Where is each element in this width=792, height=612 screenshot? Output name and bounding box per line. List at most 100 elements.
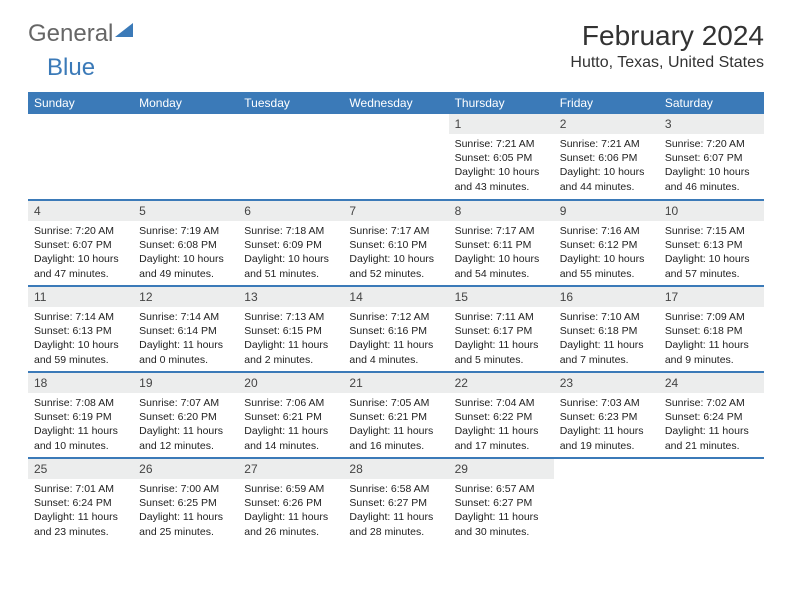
- day-content: Sunrise: 7:20 AMSunset: 6:07 PMDaylight:…: [659, 134, 764, 197]
- dow-header: Wednesday: [343, 92, 448, 114]
- day-content: Sunrise: 7:00 AMSunset: 6:25 PMDaylight:…: [133, 479, 238, 542]
- day-content: Sunrise: 7:21 AMSunset: 6:06 PMDaylight:…: [554, 134, 659, 197]
- calendar-cell: 7Sunrise: 7:17 AMSunset: 6:10 PMDaylight…: [343, 200, 448, 286]
- day-content: Sunrise: 7:15 AMSunset: 6:13 PMDaylight:…: [659, 221, 764, 284]
- day-content: Sunrise: 7:17 AMSunset: 6:10 PMDaylight:…: [343, 221, 448, 284]
- day-content: Sunrise: 7:01 AMSunset: 6:24 PMDaylight:…: [28, 479, 133, 542]
- day-content: Sunrise: 7:11 AMSunset: 6:17 PMDaylight:…: [449, 307, 554, 370]
- day-number: 21: [343, 373, 448, 393]
- day-number: 20: [238, 373, 343, 393]
- calendar-cell: 21Sunrise: 7:05 AMSunset: 6:21 PMDayligh…: [343, 372, 448, 458]
- day-content: Sunrise: 6:57 AMSunset: 6:27 PMDaylight:…: [449, 479, 554, 542]
- day-number: 10: [659, 201, 764, 221]
- day-content: Sunrise: 7:04 AMSunset: 6:22 PMDaylight:…: [449, 393, 554, 456]
- day-content: Sunrise: 7:12 AMSunset: 6:16 PMDaylight:…: [343, 307, 448, 370]
- calendar-cell: 19Sunrise: 7:07 AMSunset: 6:20 PMDayligh…: [133, 372, 238, 458]
- calendar-cell: [659, 458, 764, 544]
- day-number: 29: [449, 459, 554, 479]
- calendar-cell: 18Sunrise: 7:08 AMSunset: 6:19 PMDayligh…: [28, 372, 133, 458]
- day-content: Sunrise: 7:10 AMSunset: 6:18 PMDaylight:…: [554, 307, 659, 370]
- month-title: February 2024: [570, 20, 764, 52]
- calendar-cell: 26Sunrise: 7:00 AMSunset: 6:25 PMDayligh…: [133, 458, 238, 544]
- brand-part1: General: [28, 20, 113, 48]
- calendar-cell: [238, 114, 343, 200]
- day-number: 7: [343, 201, 448, 221]
- calendar-row: 11Sunrise: 7:14 AMSunset: 6:13 PMDayligh…: [28, 286, 764, 372]
- day-content: Sunrise: 7:13 AMSunset: 6:15 PMDaylight:…: [238, 307, 343, 370]
- dow-header: Thursday: [449, 92, 554, 114]
- calendar-cell: 13Sunrise: 7:13 AMSunset: 6:15 PMDayligh…: [238, 286, 343, 372]
- day-number: 12: [133, 287, 238, 307]
- dow-header: Friday: [554, 92, 659, 114]
- day-number: 27: [238, 459, 343, 479]
- day-number: 24: [659, 373, 764, 393]
- calendar-cell: 16Sunrise: 7:10 AMSunset: 6:18 PMDayligh…: [554, 286, 659, 372]
- brand-logo: General: [28, 20, 133, 48]
- day-number: 23: [554, 373, 659, 393]
- calendar-cell: 3Sunrise: 7:20 AMSunset: 6:07 PMDaylight…: [659, 114, 764, 200]
- title-block: February 2024 Hutto, Texas, United State…: [570, 20, 764, 72]
- calendar-cell: 14Sunrise: 7:12 AMSunset: 6:16 PMDayligh…: [343, 286, 448, 372]
- calendar-cell: [343, 114, 448, 200]
- calendar-cell: 11Sunrise: 7:14 AMSunset: 6:13 PMDayligh…: [28, 286, 133, 372]
- calendar-head: SundayMondayTuesdayWednesdayThursdayFrid…: [28, 92, 764, 114]
- triangle-icon: [115, 23, 133, 37]
- calendar-cell: 5Sunrise: 7:19 AMSunset: 6:08 PMDaylight…: [133, 200, 238, 286]
- day-content: Sunrise: 7:19 AMSunset: 6:08 PMDaylight:…: [133, 221, 238, 284]
- location-text: Hutto, Texas, United States: [570, 54, 764, 72]
- dow-header: Monday: [133, 92, 238, 114]
- day-content: Sunrise: 7:14 AMSunset: 6:14 PMDaylight:…: [133, 307, 238, 370]
- calendar-cell: [554, 458, 659, 544]
- day-number: 17: [659, 287, 764, 307]
- calendar-cell: 9Sunrise: 7:16 AMSunset: 6:12 PMDaylight…: [554, 200, 659, 286]
- day-content: Sunrise: 7:07 AMSunset: 6:20 PMDaylight:…: [133, 393, 238, 456]
- calendar-row: 1Sunrise: 7:21 AMSunset: 6:05 PMDaylight…: [28, 114, 764, 200]
- dow-header: Saturday: [659, 92, 764, 114]
- day-number: 8: [449, 201, 554, 221]
- dow-header: Tuesday: [238, 92, 343, 114]
- day-number: 26: [133, 459, 238, 479]
- calendar-row: 4Sunrise: 7:20 AMSunset: 6:07 PMDaylight…: [28, 200, 764, 286]
- brand-part2: Blue: [47, 54, 95, 81]
- day-number: 25: [28, 459, 133, 479]
- day-number: 16: [554, 287, 659, 307]
- calendar-cell: 10Sunrise: 7:15 AMSunset: 6:13 PMDayligh…: [659, 200, 764, 286]
- calendar-cell: 12Sunrise: 7:14 AMSunset: 6:14 PMDayligh…: [133, 286, 238, 372]
- calendar-cell: 29Sunrise: 6:57 AMSunset: 6:27 PMDayligh…: [449, 458, 554, 544]
- calendar-cell: 17Sunrise: 7:09 AMSunset: 6:18 PMDayligh…: [659, 286, 764, 372]
- calendar-cell: 1Sunrise: 7:21 AMSunset: 6:05 PMDaylight…: [449, 114, 554, 200]
- day-number: 5: [133, 201, 238, 221]
- day-content: Sunrise: 7:20 AMSunset: 6:07 PMDaylight:…: [28, 221, 133, 284]
- day-content: Sunrise: 7:08 AMSunset: 6:19 PMDaylight:…: [28, 393, 133, 456]
- day-content: Sunrise: 7:03 AMSunset: 6:23 PMDaylight:…: [554, 393, 659, 456]
- calendar-row: 25Sunrise: 7:01 AMSunset: 6:24 PMDayligh…: [28, 458, 764, 544]
- day-number: 15: [449, 287, 554, 307]
- calendar-body: 1Sunrise: 7:21 AMSunset: 6:05 PMDaylight…: [28, 114, 764, 544]
- day-content: Sunrise: 7:09 AMSunset: 6:18 PMDaylight:…: [659, 307, 764, 370]
- day-content: Sunrise: 7:17 AMSunset: 6:11 PMDaylight:…: [449, 221, 554, 284]
- calendar-row: 18Sunrise: 7:08 AMSunset: 6:19 PMDayligh…: [28, 372, 764, 458]
- day-number: 2: [554, 114, 659, 134]
- day-content: Sunrise: 6:59 AMSunset: 6:26 PMDaylight:…: [238, 479, 343, 542]
- calendar-cell: 15Sunrise: 7:11 AMSunset: 6:17 PMDayligh…: [449, 286, 554, 372]
- calendar-cell: 22Sunrise: 7:04 AMSunset: 6:22 PMDayligh…: [449, 372, 554, 458]
- calendar-cell: 2Sunrise: 7:21 AMSunset: 6:06 PMDaylight…: [554, 114, 659, 200]
- calendar-cell: [133, 114, 238, 200]
- day-number: 14: [343, 287, 448, 307]
- day-content: Sunrise: 7:18 AMSunset: 6:09 PMDaylight:…: [238, 221, 343, 284]
- calendar-cell: [28, 114, 133, 200]
- day-content: Sunrise: 6:58 AMSunset: 6:27 PMDaylight:…: [343, 479, 448, 542]
- day-number: 11: [28, 287, 133, 307]
- day-content: Sunrise: 7:14 AMSunset: 6:13 PMDaylight:…: [28, 307, 133, 370]
- day-content: Sunrise: 7:06 AMSunset: 6:21 PMDaylight:…: [238, 393, 343, 456]
- dow-header: Sunday: [28, 92, 133, 114]
- day-number: 19: [133, 373, 238, 393]
- day-content: Sunrise: 7:16 AMSunset: 6:12 PMDaylight:…: [554, 221, 659, 284]
- day-number: 22: [449, 373, 554, 393]
- calendar-cell: 20Sunrise: 7:06 AMSunset: 6:21 PMDayligh…: [238, 372, 343, 458]
- day-number: 13: [238, 287, 343, 307]
- calendar-cell: 6Sunrise: 7:18 AMSunset: 6:09 PMDaylight…: [238, 200, 343, 286]
- calendar-cell: 25Sunrise: 7:01 AMSunset: 6:24 PMDayligh…: [28, 458, 133, 544]
- day-number: 1: [449, 114, 554, 134]
- calendar-page: General February 2024 Hutto, Texas, Unit…: [0, 0, 792, 564]
